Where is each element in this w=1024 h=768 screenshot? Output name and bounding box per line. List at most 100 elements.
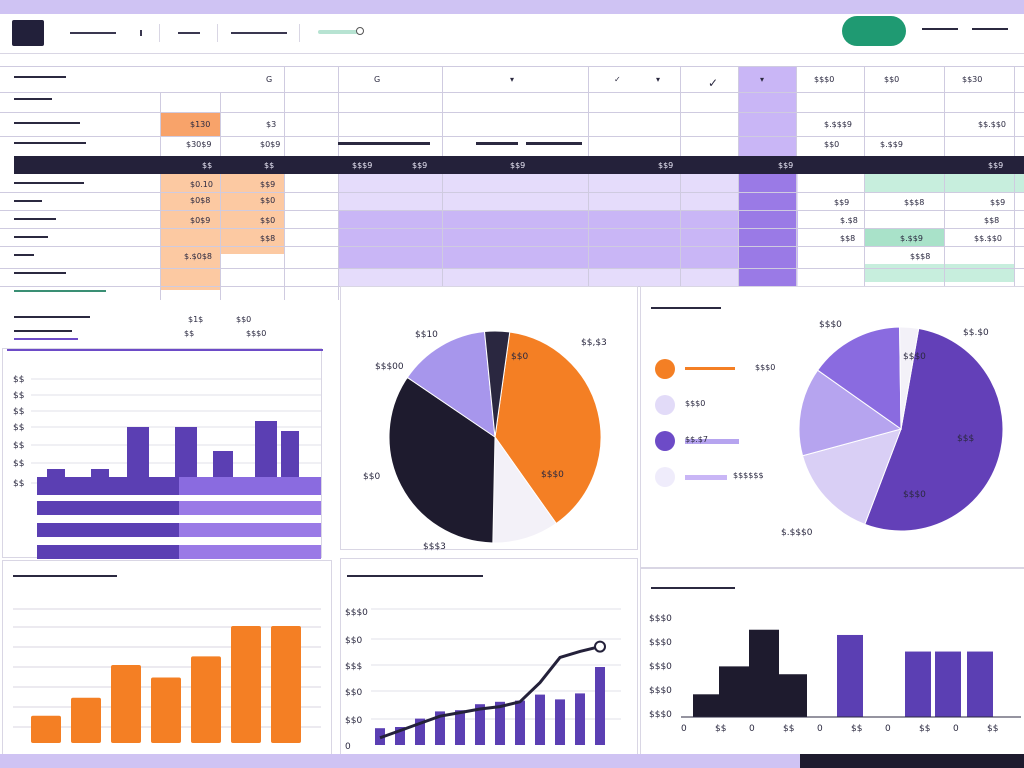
app-logo[interactable] [12,20,44,46]
panel-title [13,575,117,577]
cell-value[interactable]: $$0 [260,215,276,225]
toolbar-menu-edit[interactable] [160,24,218,42]
column-header[interactable]: G [374,74,381,84]
cell-value[interactable]: $0$9 [260,139,281,149]
header-value: $$$0 [814,74,835,84]
total-value: $$9 [658,160,674,170]
vertical-bar [127,427,149,477]
mixed-bar-chart: $$ $$ $$ $$ $$ $$ $$ [13,375,321,559]
pie-label: $$$0 [819,320,842,330]
cell-value[interactable]: $.$$9 [880,139,903,149]
row-label [14,254,34,256]
y-tick-label: $$0 [345,636,362,646]
grid-hline [0,228,1024,229]
cell-value[interactable]: $$$8 [904,197,925,207]
cell-value[interactable]: $3 [266,119,277,129]
cell-value[interactable]: $.$$$9 [824,119,852,129]
toolbar-menu-file-label [69,32,116,34]
column-shade-orange [160,174,220,290]
pie-slice [816,326,902,430]
cell-value[interactable]: $$9 [260,179,276,189]
toolbar-menu-view[interactable] [218,24,300,42]
legend-value: $$$$$$ [733,471,764,480]
cell-value[interactable]: $$9 [990,197,1006,207]
cell-value[interactable]: $$8 [840,233,856,243]
cell-value[interactable]: $$.$$0 [978,119,1006,129]
cell-value[interactable]: $$0 [824,139,840,149]
x-tick-label: $$ [987,724,998,734]
cell-value[interactable]: $$$8 [910,251,931,261]
cell-value[interactable]: $0$8 [190,195,211,205]
column-bar [719,666,749,717]
cell-value[interactable]: $130 [190,119,211,129]
x-tick-label: 0 [681,724,687,734]
toolbar-progress-handle[interactable] [356,27,364,35]
bottom-status-strip [800,754,1024,768]
cell-value[interactable]: $0.10 [190,179,213,189]
cell-value[interactable]: $.$$9 [900,233,923,243]
cell-value[interactable]: $$.$$0 [974,233,1002,243]
bar [535,694,545,745]
orange-bar-chart [13,608,321,743]
y-tick-label: $$$0 [649,710,672,720]
pie-label: $$$ [957,434,974,444]
cell-value[interactable]: $.$0$8 [184,251,212,261]
y-tick-label: $$ [13,407,24,417]
column-shade-purple [738,66,796,156]
column-filter-check-icon[interactable]: ✓ [708,76,719,90]
column-bar [693,694,723,717]
row-label [14,76,66,78]
pie-chart-left: $$10 $$,$3 $$$00 $$0 $$$0 $$0 $$$3 [363,330,607,551]
column-dropdown-icon[interactable]: ▾ [656,74,661,84]
column-header[interactable]: G [266,74,273,84]
header-value: $$0 [884,74,900,84]
summary-value: $$ [184,328,195,338]
cell-value[interactable]: $$8 [260,233,276,243]
toolbar-link-share[interactable] [922,28,958,30]
sparkline-bar [476,142,518,145]
row-shade-mint-2 [864,228,944,246]
grid-vline [944,66,945,300]
panel-title [347,575,483,577]
column-dropdown-icon[interactable]: ▾ [760,74,765,84]
cell-value[interactable]: $$0 [260,195,276,205]
vertical-bar [255,421,277,477]
summary-label [14,330,72,332]
spreadsheet-total-row: $$ $$ $$$9 $$9 $$9 $$9 $$9 $$9 [14,156,1024,174]
pie-slice [388,376,496,544]
cell-value[interactable]: $.$8 [840,215,858,225]
pie-label: $$.$0 [963,328,989,338]
pie-slice [864,327,1004,532]
pie-label: $$,$3 [581,338,607,348]
pie-slice [899,326,920,430]
column-filter-check-icon[interactable]: ✓ [614,74,621,84]
pie-label: $$10 [415,330,438,340]
panel-title [651,587,735,589]
column-dropdown-icon[interactable]: ▾ [510,74,515,84]
total-value: $$9 [988,160,1004,170]
bar [475,704,485,745]
horizontal-bar [179,477,321,495]
legend-swatch [655,431,675,451]
toolbar-link-account[interactable] [972,28,1008,30]
cell-value[interactable]: $$8 [984,215,1000,225]
cell-value[interactable]: $30$9 [186,139,212,149]
primary-action-button[interactable] [842,16,906,46]
toolbar-menu-file[interactable] [52,24,160,42]
legend-swatch [655,359,675,379]
y-tick-label: $$$ [345,662,362,672]
panel-combo-chart: $$$0 $$0 $$$ $$0 $$0 0 [340,558,638,754]
bar [595,667,605,745]
grid-vline [680,66,681,300]
y-tick-label: $$ [13,375,24,385]
x-tick-label: 0 [953,724,959,734]
total-value: $$9 [778,160,794,170]
panel-pie-left: $$10 $$,$3 $$$00 $$0 $$$0 $$0 $$$3 [340,286,638,551]
toolbar-progress-bar[interactable] [318,30,358,34]
row-label [14,200,42,202]
row-label [14,142,86,144]
column-bar [905,651,931,717]
toolbar-menu-file-marker [139,30,142,36]
cell-value[interactable]: $$9 [834,197,850,207]
cell-value[interactable]: $0$9 [190,215,211,225]
